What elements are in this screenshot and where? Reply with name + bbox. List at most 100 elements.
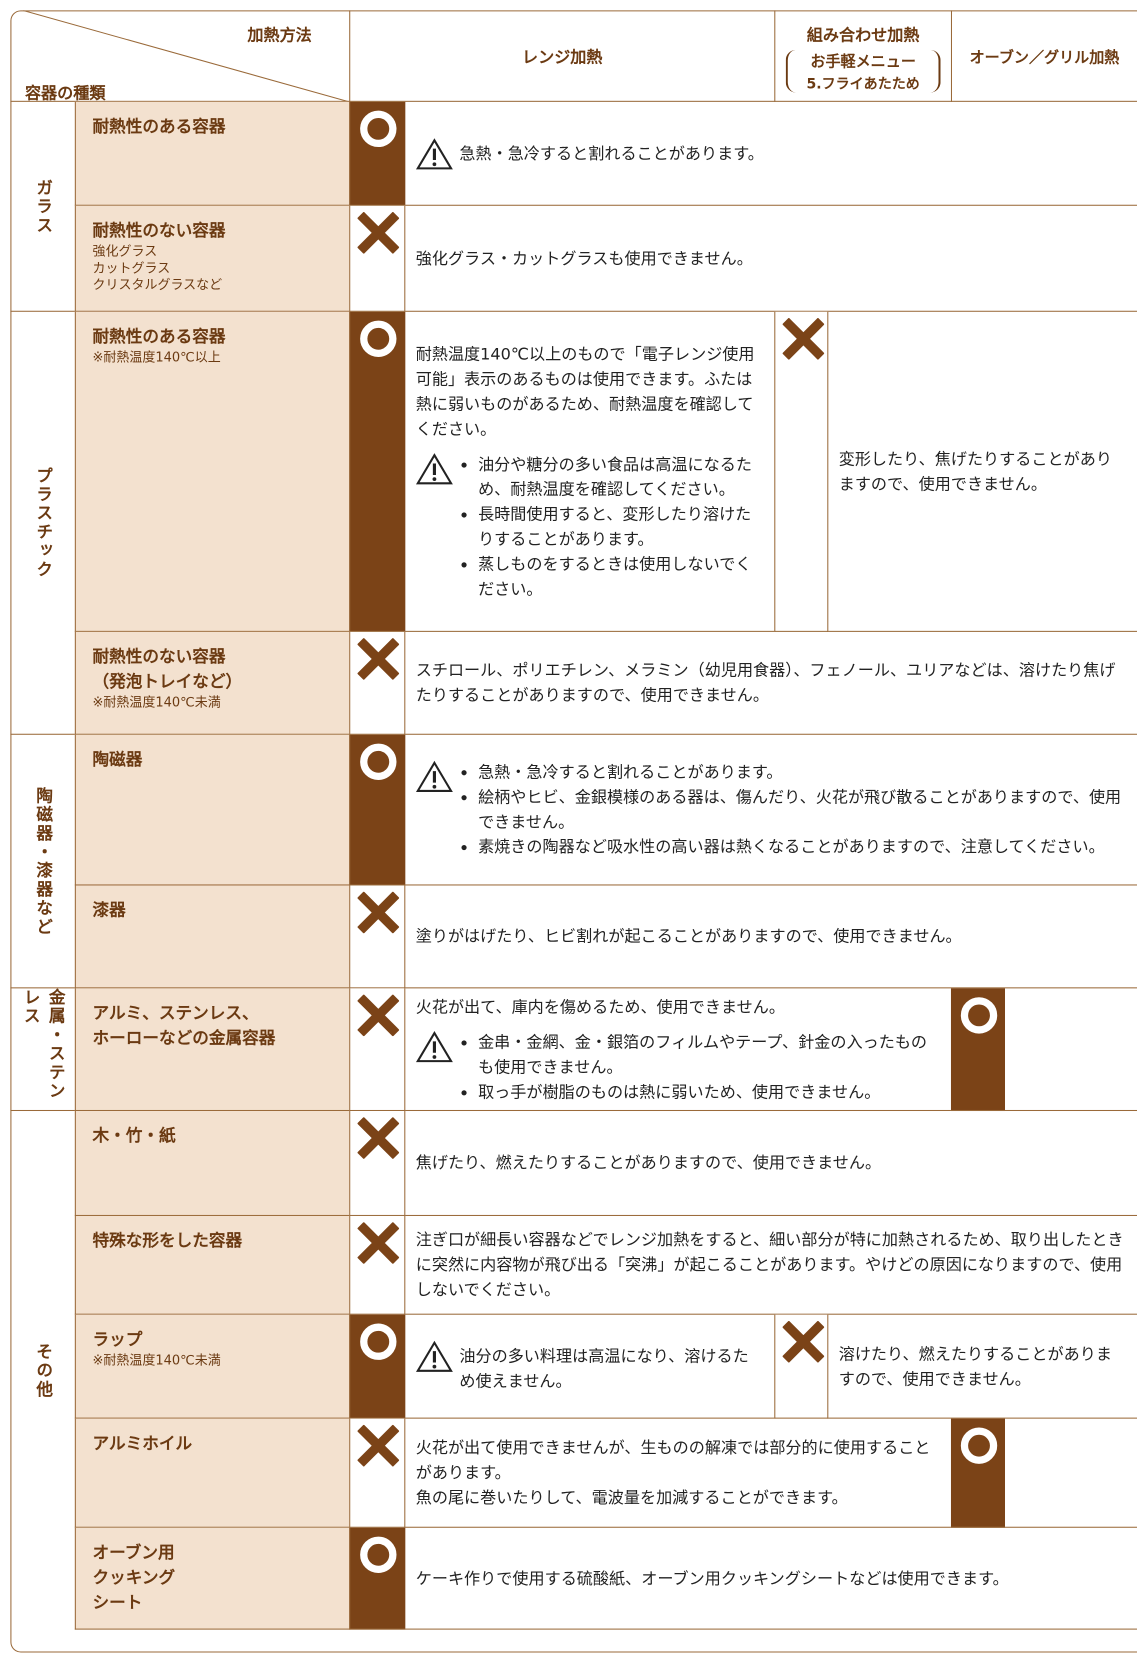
text-cell: ケーキ作りで使用する硫酸紙、オーブン用クッキングシートなどは使用できます。 [405,1528,1137,1630]
range-header-text: レンジ加熱 [521,47,603,67]
range-header: レンジ加熱 [349,10,774,102]
container-cell: アルミホイル [74,1418,350,1528]
description: 火花が出て、庫内を傷めるため、使用できません。 [415,997,785,1016]
container-cell: 耐熱性のある容器 ※耐熱温度140℃以上 [74,311,350,632]
warning-list: 金串・金網、金・銀箔のフィルムやテープ、針金の入ったものも使用できません。取っ手… [459,1029,940,1104]
container-note: クリスタルグラスなど [92,276,223,293]
oven-header-text: オーブン／グリル加熱 [969,49,1120,66]
container-cell: 特殊な形をした容器 [74,1215,350,1315]
ng-mark [782,1320,825,1363]
warning-block: 金串・金網、金・銀箔のフィルムやテープ、針金の入ったものも使用できません。取っ手… [415,1029,941,1104]
ng-cell [349,1215,406,1315]
container-cell: 漆器 [74,885,350,989]
container-name: 耐熱性のある容器 [92,326,226,347]
container-name: ラップ [92,1329,143,1350]
oven-ok-cell [950,988,1006,1112]
description: 注ぎ口が細長い容器などでレンジ加熱をすると、細い部分が特に加熱されるため、取り出… [415,1230,1124,1300]
ng-cell [349,988,406,1112]
text-cell: 急熱・急冷すると割れることがあります。 [405,102,1137,206]
description: 塗りがはげたり、ヒビ割れが起こることがありますので、使用できません。 [415,927,962,946]
container-type-label: 容器の種類 [24,84,106,103]
description: 強化グラス・カットグラスも使用できません。 [415,248,753,268]
container-cell: 耐熱性のない容器 （発泡トレイなど） ※耐熱温度140℃未満 [74,631,350,735]
warning-icon [415,760,453,792]
group-cell: 金属・ステンレス [10,988,75,1112]
container-cell: ラップ ※耐熱温度140℃未満 [74,1314,350,1419]
warning-list: 急熱・急冷すると割れることがあります。絵柄やヒビ、金銀模様のある器は、傷んだり、… [459,760,1126,860]
ng-mark [357,638,400,680]
text-cell: 強化グラス・カットグラスも使用できません。 [405,206,1137,312]
group-label: その他 [33,1342,54,1399]
container-name: 特殊な形をした容器 [92,1230,243,1251]
header-row [10,10,1137,102]
ng-mark [357,1424,400,1467]
ng-cell [349,631,406,735]
ng-cell [774,311,829,632]
container-cell: 耐熱性のない容器 強化グラス カットグラス クリスタルグラスなど [74,205,350,312]
container-note: カットグラス [92,259,171,276]
warning-block: 急熱・急冷すると割れることがあります。絵柄やヒビ、金銀模様のある器は、傷んだり、… [415,760,1127,860]
ng-mark [357,891,400,934]
container-cell: オーブン用 クッキング シート [74,1527,350,1630]
warning-block: 油分や糖分の多い食品は高温になるため、耐熱温度を確認してください。長時間使用する… [415,452,764,602]
container-name: オーブン用 [92,1542,175,1563]
text-cell: スチロール、ポリエチレン、メラミン（幼児用食器）、フェノール、ユリアなどは、溶け… [405,632,1137,735]
header-diagonal [22,10,350,102]
ok-mark [360,1323,397,1360]
ok-mark [960,1427,998,1464]
warning-icon [415,137,453,169]
group-cell: 陶磁器・漆器など [10,735,75,989]
container-note: ※耐熱温度140℃未満 [92,694,221,710]
description: 耐熱温度140℃以上のもので「電子レンジ使用可能」表示のあるものは使用できます。… [415,344,755,439]
heat-method-label: 加熱方法 [247,25,312,45]
combo-text-cell: 変形したり、焦げたりすることがありますので、使用できません。 [828,312,1137,632]
ok-mark [360,1536,397,1573]
container-note: ※耐熱温度140℃以上 [92,349,221,365]
ok-cell [349,311,406,632]
ng-mark [357,1117,400,1159]
text-cell: 耐熱温度140℃以上のもので「電子レンジ使用可能」表示のあるものは使用できます。… [405,312,775,632]
description: 焦げたり、燃えたりすることがありますので、使用できません。 [415,1153,882,1173]
warning-item: 素焼きの陶器など吸水性の高い器は熱くなることがありますので、注意してください。 [478,835,1127,860]
warning-item: 油分や糖分の多い食品は高温になるため、耐熱温度を確認してください。 [478,452,764,502]
text-cell: 塗りがはげたり、ヒビ割れが起こることがありますので、使用できません。 [405,885,1137,989]
container-note: ※耐熱温度140℃未満 [92,1352,221,1368]
text-cell: 急熱・急冷すると割れることがあります。絵柄やヒビ、金銀模様のある器は、傷んだり、… [405,735,1137,886]
group-cell: プラスチック [10,312,75,735]
warning-item: 急熱・急冷すると割れることがあります。 [478,760,1127,785]
oven-blank-cell [1005,1419,1137,1528]
warning-icon [415,1030,453,1062]
description: 火花が出て使用できませんが、生ものの解凍では部分的に使用することがあります。 [415,1438,931,1483]
container-name: 耐熱性のない容器 [92,646,226,667]
container-name: シート [92,1592,143,1612]
group-cell: その他 [10,1111,74,1630]
ok-mark [360,320,397,357]
ng-mark [357,994,400,1037]
ok-cell [349,101,406,206]
description: 魚の尾に巻いたりして、電波量を加減することができます。 [415,1488,848,1507]
text-cell: 注ぎ口が細長い容器などでレンジ加熱をすると、細い部分が特に加熱されるため、取り出… [405,1216,1137,1315]
text-cell: 火花が出て使用できませんが、生ものの解凍では部分的に使用することがあります。魚の… [405,1419,951,1528]
warning-block: 油分の多い料理は高温になり、溶けるため使えません。 [415,1339,764,1393]
ng-cell [349,885,406,989]
warning-text: 急熱・急冷すると割れることがあります。 [459,143,764,163]
warning-icon [415,1340,453,1372]
container-name: 木・竹・紙 [92,1125,176,1146]
ok-cell [349,1527,406,1630]
container-cell: 木・竹・紙 [74,1111,350,1216]
warning-item: 金串・金網、金・銀箔のフィルムやテープ、針金の入ったものも使用できません。 [478,1029,940,1079]
container-cell: アルミ、ステンレス、 ホーローなどの金属容器 [74,988,350,1112]
container-cell: 耐熱性のある容器 [74,101,350,206]
combo-text: 溶けたり、燃えたりすることがありますので、使用できません。 [838,1344,1112,1388]
ok-mark [960,997,998,1034]
container-note: 強化グラス [92,243,158,259]
oven-header: オーブン／グリル加熱 [950,10,1137,102]
ng-mark [782,318,825,360]
container-name: 陶磁器 [92,749,143,770]
warning-text: 油分の多い料理は高温になり、溶けるため使えません。 [459,1346,749,1391]
ok-mark [360,743,397,780]
container-name: 漆器 [92,900,126,920]
container-name: アルミホイル [92,1433,193,1453]
